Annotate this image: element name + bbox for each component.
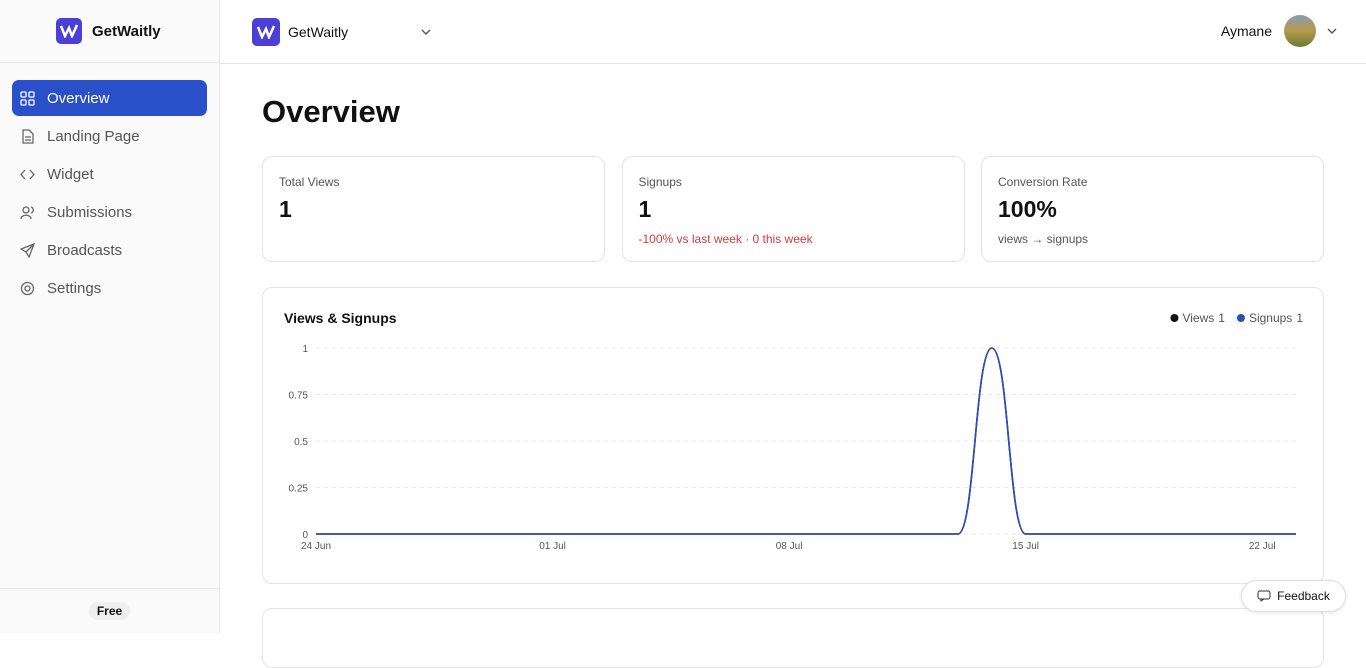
nav-item[interactable]: Landing Page [12,118,207,154]
stat-label: Total Views [279,175,340,189]
y-tick-label: 1 [302,344,308,355]
plan-badge: Free [88,602,131,620]
feedback-icon [1257,590,1271,602]
nav-icon [20,242,35,258]
page-title: Overview [262,94,400,129]
project-switcher[interactable]: GetWaitly [252,18,432,46]
project-logo [252,18,280,46]
chart-title: Views & Signups [284,310,397,326]
user-menu[interactable]: Aymane [1221,15,1338,47]
feedback-button[interactable]: Feedback [1241,580,1346,612]
legend-label: Signups [1249,311,1292,325]
chevron [1327,28,1337,34]
nav-item[interactable]: Widget [12,156,207,192]
chart: Views & Signups 1 Signups 1 Views 0 0.25 0.5 0.7… [284,310,1303,552]
card [262,608,1324,668]
y-tick-label: 0.75 [289,391,309,402]
nav-item[interactable]: Overview [12,80,207,116]
user-name: Aymane [1220,23,1272,39]
stat-label: Conversion Rate [998,175,1088,189]
nav-icon [20,281,35,295]
stat-card: Total Views 1 [262,156,605,262]
logo-mark [60,24,78,38]
nav-label: Submissions [47,203,133,221]
x-tick-label: 15 Jul [1012,541,1039,552]
series-line [315,347,1296,535]
nav-item[interactable]: Settings [12,270,207,306]
x-tick-label: 08 Jul [776,541,803,552]
stat-card: Signups 1 -100% vs last week · 0 this week [621,156,965,262]
nav-item[interactable]: Submissions [12,194,207,230]
brand-name: GetWaitly [92,22,161,40]
legend-dot [1236,314,1245,322]
avatar [1284,15,1316,47]
nav-label: Overview [47,89,110,107]
chart-card: Views & Signups 1 Signups 1 Views 0 0.25 0.5 0.7… [262,287,1324,584]
project-name: GetWaitly [288,24,349,40]
header: GetWaitly Aymane [220,0,1366,64]
feedback-label: Feedback [1277,589,1330,603]
stat-card: Conversion Rate 100% views → signups [981,156,1324,262]
x-tick-label: 22 Jul [1249,541,1276,552]
logo-mark [257,25,275,39]
y-tick-label: 0.5 [294,437,308,448]
nav-label: Settings [47,279,102,297]
plan-area: Free [0,588,219,633]
nav-label: Broadcasts [47,241,123,259]
brand[interactable]: GetWaitly [0,0,219,63]
stat-value: 1 [638,196,652,222]
nav-label: Widget [47,165,94,183]
stat-label: Signups [638,175,682,189]
nav-icon [22,128,34,144]
stat-note: views → signups [998,232,1089,246]
legend-total: 1 [1296,311,1303,325]
nav-icon [20,205,34,219]
legend-dot [1170,314,1179,322]
nav-label: Landing Page [47,127,140,145]
x-tick-label: 24 Jun [301,541,331,552]
y-tick-label: 0 [302,530,308,541]
stat-value: 1 [279,196,292,222]
logo [56,18,82,44]
legend-total: 1 [1218,311,1225,325]
legend-label: Views [1182,311,1214,325]
x-tick-label: 01 Jul [539,541,566,552]
y-tick-label: 0.25 [289,484,309,495]
chevron [421,29,431,35]
sidebar: GetWaitly Overview Landing Page Widget Subm… [0,0,220,633]
nav-icon [20,169,35,179]
stat-note: -100% vs last week · 0 this week [638,232,813,246]
stat-value: 100% [998,196,1057,222]
nav-icon [20,90,35,106]
nav-item[interactable]: Broadcasts [12,232,207,268]
